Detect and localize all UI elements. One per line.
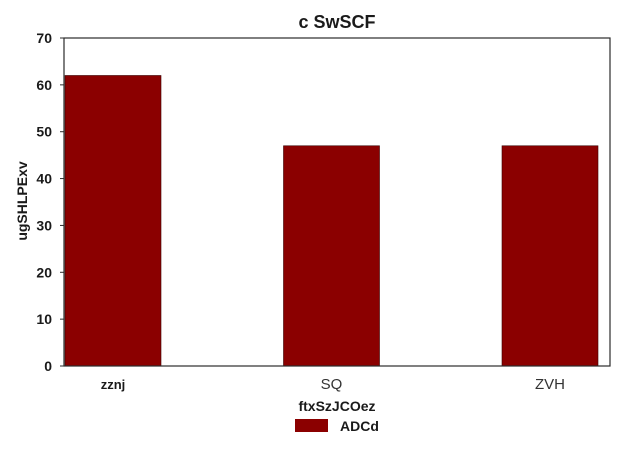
y-axis: 0 10 20 30 40 50 60 70 <box>36 30 64 374</box>
legend: ADCd <box>295 418 379 434</box>
x-tick-label: ZVH <box>535 376 565 393</box>
bar-sq <box>283 145 380 367</box>
x-tick-label: SQ <box>321 376 343 393</box>
bar-zvh <box>501 145 599 367</box>
y-tick-label: 40 <box>36 171 52 187</box>
legend-swatch <box>295 419 328 432</box>
y-tick-label: 10 <box>36 311 52 327</box>
plot-frame <box>63 37 611 367</box>
bars <box>64 75 599 367</box>
y-tick-label: 60 <box>36 77 52 93</box>
chart-title: c SwSCF <box>298 12 375 32</box>
y-tick-label: 70 <box>36 30 52 46</box>
x-axis: zznj SQ ZVH <box>101 376 565 393</box>
y-tick-label: 50 <box>36 124 52 140</box>
y-tick-label: 20 <box>36 264 52 280</box>
legend-label: ADCd <box>340 418 379 434</box>
x-axis-label: ftxSzJCOez <box>298 398 375 414</box>
y-axis-label: ugSHLPExv <box>14 161 30 241</box>
y-tick-label: 30 <box>36 217 52 233</box>
y-tick-label: 0 <box>44 358 52 374</box>
bar-zznj <box>64 75 162 367</box>
x-tick-label: zznj <box>101 377 126 392</box>
